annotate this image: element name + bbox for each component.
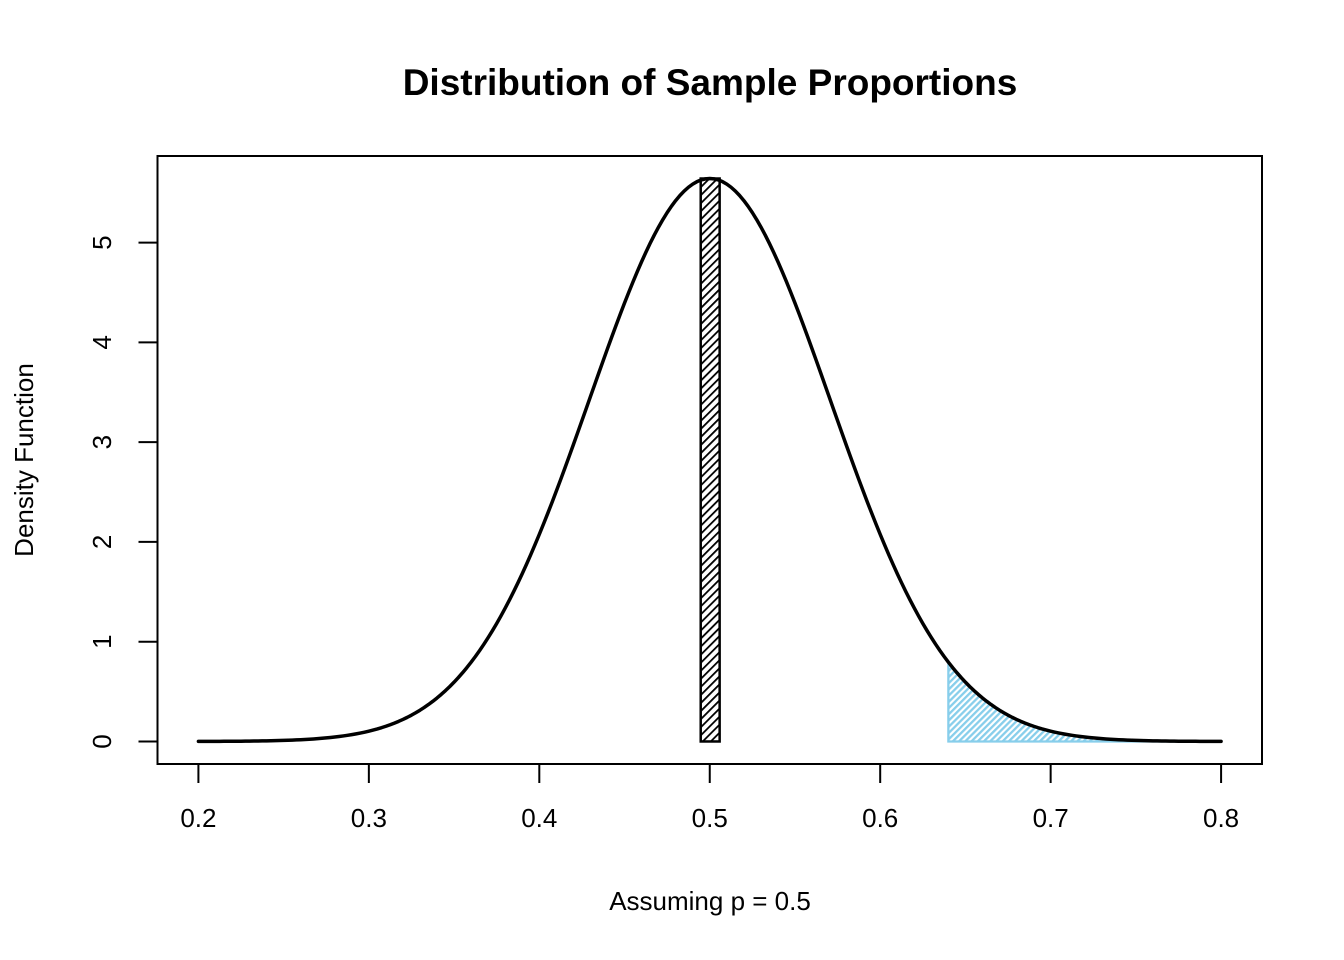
y-tick-label: 2 <box>87 535 117 549</box>
plot-shapes-layer <box>196 176 1223 744</box>
y-tick-label: 4 <box>87 335 117 349</box>
center-hatched-bar <box>699 177 721 743</box>
axes-layer: 0.2 0.3 0.4 0.5 0.6 0.7 0.8 0 1 2 3 4 5 <box>87 155 1263 833</box>
density-curve <box>196 176 1223 744</box>
y-tick-label: 5 <box>87 235 117 249</box>
x-axis-label: Assuming p = 0.5 <box>609 886 811 916</box>
x-tick-label: 0.6 <box>862 803 898 833</box>
x-tick-label: 0.8 <box>1203 803 1239 833</box>
chart-title: Distribution of Sample Proportions <box>403 62 1018 103</box>
y-axis-label: Density Function <box>9 363 39 557</box>
x-tick-label: 0.3 <box>351 803 387 833</box>
x-tick-label: 0.5 <box>692 803 728 833</box>
y-tick-label: 3 <box>87 435 117 449</box>
x-tick-label: 0.4 <box>521 803 557 833</box>
x-tick-label: 0.2 <box>180 803 216 833</box>
x-tick-label: 0.7 <box>1033 803 1069 833</box>
y-tick-label: 0 <box>87 734 117 748</box>
y-tick-label: 1 <box>87 634 117 648</box>
